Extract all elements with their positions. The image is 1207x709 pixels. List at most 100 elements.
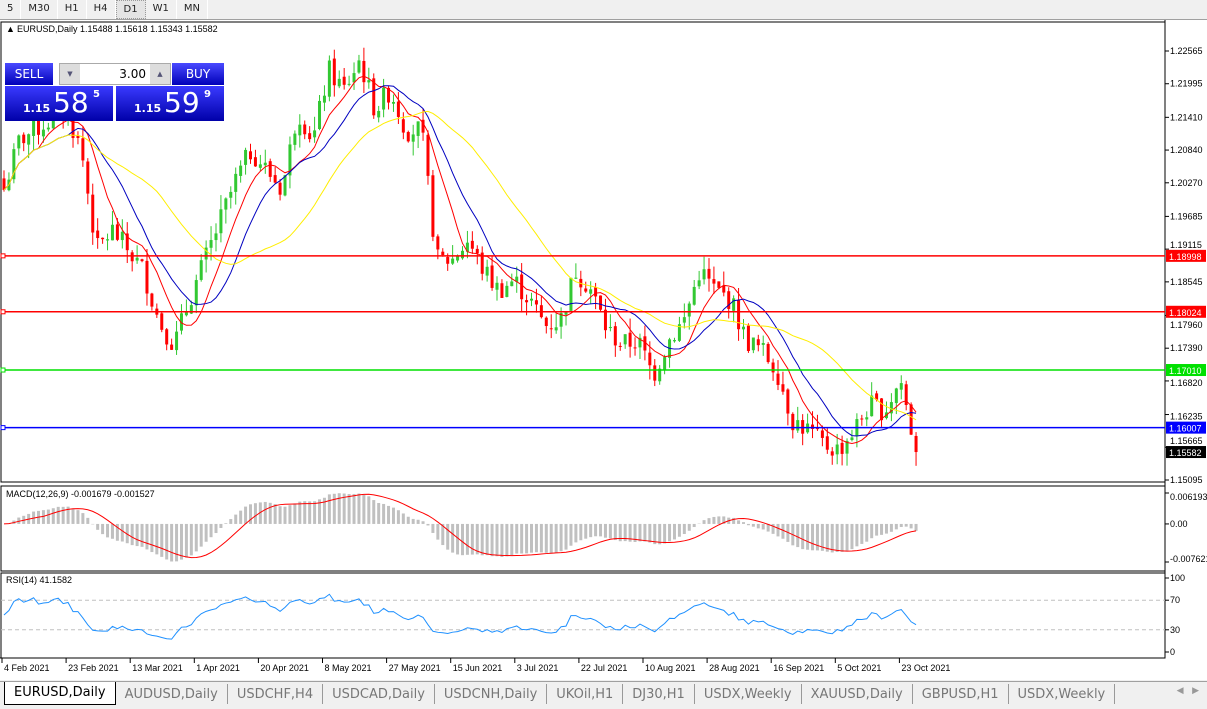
tab-usdcnh-daily[interactable]: USDCNH,Daily xyxy=(435,684,548,704)
candle xyxy=(751,337,755,351)
candle xyxy=(830,451,834,456)
candle xyxy=(170,344,174,350)
candle xyxy=(391,101,395,104)
candle xyxy=(125,233,129,251)
tab-ukoil-h1[interactable]: UKOil,H1 xyxy=(547,684,624,704)
candle xyxy=(411,134,415,142)
candle xyxy=(520,274,524,300)
one-click-trading-panel: SELL ▼ 3.00 ▲ BUY 1.15 58 5 1.15 59 9 xyxy=(5,63,224,121)
candle xyxy=(263,162,267,166)
date-label: 4 Feb 2021 xyxy=(4,663,50,673)
candle xyxy=(293,133,297,145)
buy-price-pips: 59 xyxy=(164,86,200,119)
candle xyxy=(165,329,169,345)
price-tick-label: 1.21410 xyxy=(1170,112,1203,122)
price-tick-label: 1.15095 xyxy=(1170,475,1203,485)
lot-size-input[interactable]: ▼ 3.00 ▲ xyxy=(59,63,171,85)
candle xyxy=(549,328,553,330)
candle xyxy=(110,224,114,241)
tab-eurusd-daily[interactable]: EURUSD,Daily xyxy=(4,682,116,705)
candle xyxy=(875,393,879,400)
date-label: 15 Jun 2021 xyxy=(453,663,503,673)
candle xyxy=(303,124,307,135)
candle xyxy=(692,286,696,305)
tab-usdx-weekly-2[interactable]: USDX,Weekly xyxy=(1009,684,1116,704)
candle xyxy=(130,252,134,262)
candle xyxy=(357,60,361,73)
date-label: 27 May 2021 xyxy=(389,663,441,673)
timeframe-h4[interactable]: H4 xyxy=(87,0,116,19)
moving-average-line xyxy=(3,110,917,421)
candle xyxy=(608,326,612,329)
candle xyxy=(505,285,509,297)
candle xyxy=(732,298,736,311)
lot-decrease-icon[interactable]: ▼ xyxy=(60,64,80,84)
candle xyxy=(870,395,874,417)
line-price-label-bg xyxy=(1166,364,1206,377)
line-price-label: 1.17010 xyxy=(1169,366,1202,376)
candle xyxy=(914,435,918,453)
candle xyxy=(742,326,745,330)
candle xyxy=(32,120,36,136)
candle xyxy=(894,388,898,404)
tab-usdchf-h4[interactable]: USDCHF,H4 xyxy=(228,684,324,704)
date-label: 22 Jul 2021 xyxy=(581,663,628,673)
candle xyxy=(224,198,228,210)
candle xyxy=(811,424,815,429)
candle xyxy=(687,303,691,317)
candle xyxy=(27,134,31,145)
candle xyxy=(653,365,657,381)
candle xyxy=(835,444,839,455)
candle xyxy=(682,317,686,323)
candle xyxy=(480,252,484,274)
candle xyxy=(441,251,445,255)
tab-usdcad-daily[interactable]: USDCAD,Daily xyxy=(323,684,435,704)
line-anchor-handle xyxy=(0,309,6,315)
candle xyxy=(337,78,341,87)
candle xyxy=(648,352,652,366)
timeframe-m5[interactable]: 5 xyxy=(0,0,22,19)
tab-dj30-h1[interactable]: DJ30,H1 xyxy=(623,684,695,704)
candle xyxy=(135,257,139,261)
candle xyxy=(239,165,243,176)
candle xyxy=(727,291,731,309)
candle xyxy=(460,250,464,259)
line-price-label-bg xyxy=(1166,305,1206,318)
candle xyxy=(46,127,50,130)
price-tick-label: 1.20840 xyxy=(1170,145,1203,155)
candle xyxy=(12,149,16,180)
date-label: 1 Apr 2021 xyxy=(196,663,240,673)
buy-price-button[interactable]: 1.15 59 9 xyxy=(116,86,224,121)
candle xyxy=(41,129,45,137)
candle xyxy=(396,101,400,117)
candle xyxy=(618,345,622,347)
candle xyxy=(81,138,85,161)
candle xyxy=(22,134,26,144)
timeframe-d1[interactable]: D1 xyxy=(115,0,146,19)
buy-price-prefix: 1.15 xyxy=(134,102,162,115)
price-tick-label: 1.15665 xyxy=(1170,436,1203,446)
tab-scroll-arrows-icon[interactable]: ◀ ▶ xyxy=(1176,686,1199,696)
price-chart[interactable]: ▲ EURUSD,Daily 1.15488 1.15618 1.15343 1… xyxy=(0,20,1207,680)
price-tick-label: 1.16820 xyxy=(1170,378,1203,388)
tab-xauusd-daily[interactable]: XAUUSD,Daily xyxy=(802,684,913,704)
timeframe-h1[interactable]: H1 xyxy=(58,0,87,19)
candle xyxy=(860,418,864,420)
tab-gbpusd-h1[interactable]: GBPUSD,H1 xyxy=(913,684,1009,704)
timeframe-m30[interactable]: M30 xyxy=(21,0,58,19)
lot-increase-icon[interactable]: ▲ xyxy=(150,64,170,84)
sell-button[interactable]: SELL xyxy=(5,63,53,85)
tab-usdx-weekly[interactable]: USDX,Weekly xyxy=(695,684,802,704)
timeframe-mn[interactable]: MN xyxy=(177,0,208,19)
timeframe-w1[interactable]: W1 xyxy=(146,0,177,19)
buy-button[interactable]: BUY xyxy=(172,63,224,85)
candle xyxy=(101,237,105,240)
candle xyxy=(382,87,386,110)
lot-size-value[interactable]: 3.00 xyxy=(119,67,146,81)
sell-price-button[interactable]: 1.15 58 5 xyxy=(5,86,113,121)
candle xyxy=(865,417,869,420)
chart-window[interactable]: ▲ EURUSD,Daily 1.15488 1.15618 1.15343 1… xyxy=(0,20,1207,680)
candle xyxy=(485,266,489,276)
tab-audusd-daily[interactable]: AUDUSD,Daily xyxy=(116,684,228,704)
rsi-tick-label: 100 xyxy=(1170,573,1185,583)
